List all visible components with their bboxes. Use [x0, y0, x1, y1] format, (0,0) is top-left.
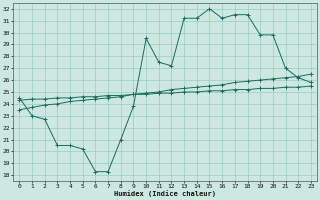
- X-axis label: Humidex (Indice chaleur): Humidex (Indice chaleur): [114, 190, 216, 197]
